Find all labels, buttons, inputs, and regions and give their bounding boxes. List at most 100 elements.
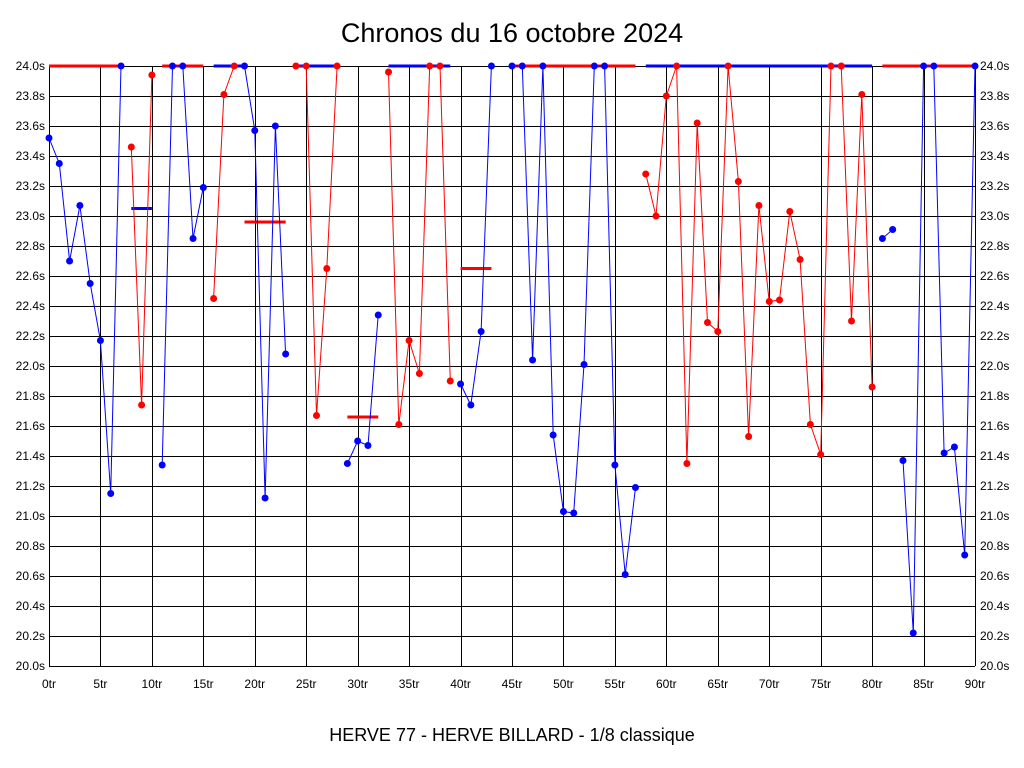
data-point bbox=[858, 91, 866, 98]
data-point bbox=[415, 370, 423, 377]
data-point bbox=[323, 265, 331, 272]
data-point bbox=[621, 571, 629, 578]
y-tick-label-left: 22.8s bbox=[16, 239, 45, 253]
series-line bbox=[346, 314, 379, 464]
y-tick-label-right: 24.0s bbox=[980, 59, 1009, 73]
y-tick-label-right: 23.8s bbox=[980, 89, 1009, 103]
data-point bbox=[292, 62, 300, 70]
data-point bbox=[601, 62, 609, 70]
y-tick-label-left: 24.0s bbox=[16, 59, 45, 73]
data-point bbox=[940, 449, 948, 457]
data-point bbox=[271, 122, 279, 130]
data-point bbox=[86, 280, 94, 287]
series-line bbox=[512, 65, 636, 575]
data-point bbox=[529, 356, 537, 364]
x-tick-label: 65tr bbox=[707, 677, 728, 691]
y-tick-label-right: 20.4s bbox=[980, 599, 1009, 613]
data-point bbox=[251, 127, 259, 134]
y-tick-labels-right: 20.0s 20.2s 20.4s 20.6s 20.8s 21.0s 21.2s 21.4s… bbox=[980, 59, 1009, 673]
data-point bbox=[343, 460, 351, 467]
data-point bbox=[559, 508, 567, 515]
y-tick-label-right: 22.2s bbox=[980, 329, 1009, 343]
y-tick-label-left: 21.8s bbox=[16, 389, 45, 403]
y-tick-label-left: 22.2s bbox=[16, 329, 45, 343]
y-tick-label-right: 21.8s bbox=[980, 389, 1009, 403]
data-point bbox=[240, 62, 248, 70]
x-tick-label: 25tr bbox=[296, 677, 317, 691]
data-point bbox=[590, 62, 598, 70]
data-point bbox=[508, 62, 516, 70]
data-point bbox=[683, 460, 691, 467]
y-tick-label-left: 23.6s bbox=[16, 119, 45, 133]
data-point bbox=[518, 62, 526, 70]
data-point bbox=[786, 208, 794, 215]
y-tick-label-right: 20.8s bbox=[980, 539, 1009, 553]
data-point bbox=[950, 443, 958, 451]
data-point bbox=[148, 71, 156, 79]
x-tick-label: 15tr bbox=[193, 677, 214, 691]
x-tick-label: 20tr bbox=[244, 677, 265, 691]
data-point bbox=[45, 134, 53, 142]
data-point bbox=[827, 62, 835, 70]
data-point bbox=[673, 62, 681, 70]
y-tick-label-left: 20.8s bbox=[16, 539, 45, 553]
x-tick-label: 55tr bbox=[605, 677, 626, 691]
data-point bbox=[693, 119, 701, 127]
series-layer bbox=[45, 62, 979, 637]
data-point bbox=[282, 350, 290, 358]
x-tick-label: 45tr bbox=[502, 677, 523, 691]
y-tick-label-right: 23.4s bbox=[980, 149, 1009, 163]
data-point bbox=[385, 68, 393, 76]
data-point bbox=[745, 433, 753, 440]
data-point bbox=[837, 62, 845, 70]
data-point bbox=[261, 494, 269, 502]
chart-footer: HERVE 77 - HERVE BILLARD - 1/8 classique bbox=[329, 725, 695, 745]
data-point bbox=[117, 62, 125, 70]
data-point bbox=[446, 377, 454, 385]
y-tick-label-right: 22.0s bbox=[980, 359, 1009, 373]
x-tick-labels: 0tr 5tr 10tr 15tr 20tr 25tr 30tr 35tr 40tr 45tr 50… bbox=[42, 677, 985, 691]
data-point bbox=[961, 551, 969, 559]
data-point bbox=[549, 431, 557, 439]
y-tick-label-right: 21.2s bbox=[980, 479, 1009, 493]
data-point bbox=[436, 62, 444, 70]
data-point bbox=[374, 311, 382, 319]
y-tick-label-right: 20.0s bbox=[980, 659, 1009, 673]
data-point bbox=[765, 298, 773, 305]
y-tick-label-left: 21.2s bbox=[16, 479, 45, 493]
data-point bbox=[817, 451, 825, 458]
data-point bbox=[920, 62, 928, 70]
series-line bbox=[48, 65, 122, 494]
data-point bbox=[642, 170, 650, 178]
y-tick-label-right: 21.6s bbox=[980, 419, 1009, 433]
y-tick-label-left: 23.0s bbox=[16, 209, 45, 223]
series-line bbox=[295, 65, 338, 416]
y-tick-label-right: 22.6s bbox=[980, 269, 1009, 283]
series-line bbox=[244, 65, 287, 499]
y-tick-label-left: 23.8s bbox=[16, 89, 45, 103]
data-point bbox=[477, 328, 485, 335]
data-point bbox=[158, 461, 166, 469]
data-point bbox=[96, 337, 104, 344]
data-point bbox=[76, 202, 84, 209]
x-tick-label: 30tr bbox=[347, 677, 368, 691]
data-point bbox=[210, 295, 218, 302]
data-point bbox=[395, 421, 403, 428]
y-tick-label-right: 22.8s bbox=[980, 239, 1009, 253]
x-tick-label: 50tr bbox=[553, 677, 574, 691]
data-point bbox=[868, 383, 876, 391]
y-tick-label-left: 20.6s bbox=[16, 569, 45, 583]
y-tick-label-left: 22.0s bbox=[16, 359, 45, 373]
data-point bbox=[611, 461, 619, 469]
data-point bbox=[930, 62, 938, 70]
data-point bbox=[179, 62, 187, 70]
data-point bbox=[580, 361, 588, 368]
data-point bbox=[652, 212, 660, 220]
y-tick-label-left: 22.4s bbox=[16, 299, 45, 313]
data-point bbox=[971, 62, 979, 70]
series-line bbox=[161, 65, 204, 466]
y-tick-label-left: 23.2s bbox=[16, 179, 45, 193]
series-line bbox=[213, 65, 235, 299]
y-tick-label-left: 21.0s bbox=[16, 509, 45, 523]
